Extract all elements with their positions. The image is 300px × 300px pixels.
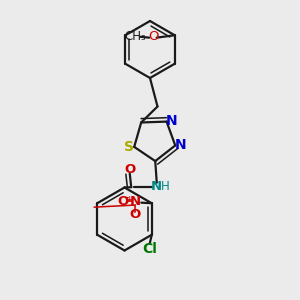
Text: O: O [130, 208, 141, 220]
Text: O: O [125, 163, 136, 176]
Text: S: S [124, 140, 134, 154]
Text: N: N [166, 114, 178, 128]
Text: O: O [118, 195, 129, 208]
Text: O: O [148, 30, 159, 43]
Text: Cl: Cl [142, 242, 158, 256]
Text: N: N [130, 195, 141, 208]
Text: H: H [161, 180, 170, 193]
Text: N: N [150, 180, 161, 193]
Text: CH₃: CH₃ [125, 30, 147, 43]
Text: +: + [125, 195, 132, 204]
Text: N: N [175, 139, 187, 152]
Text: -: - [125, 191, 129, 204]
